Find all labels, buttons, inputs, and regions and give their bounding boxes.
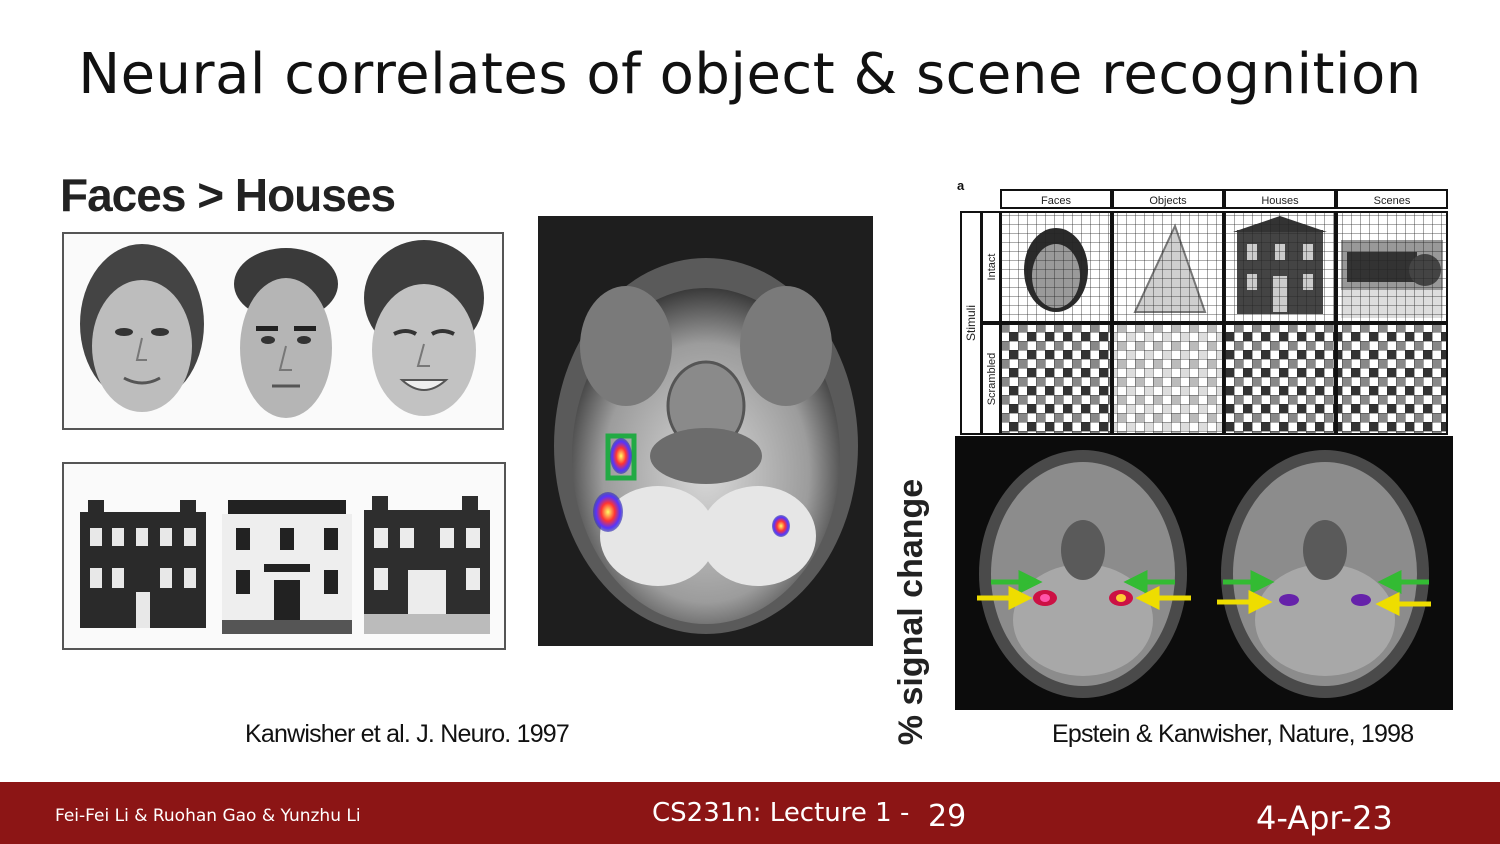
- y-axis-label: % signal change: [892, 478, 930, 746]
- column-header: Houses: [1261, 195, 1299, 207]
- slide-footer: Fei-Fei Li & Ruohan Gao & Yunzhu Li CS23…: [0, 782, 1500, 844]
- row-group-label: Stimuli: [964, 305, 978, 341]
- left-caption: Kanwisher et al. J. Neuro. 1997: [245, 720, 570, 748]
- column-header: Scenes: [1374, 195, 1411, 207]
- column-header: Objects: [1149, 195, 1187, 207]
- houses-panel: [62, 462, 506, 650]
- face-photo: [234, 248, 338, 418]
- epstein-figure: a Faces Objects Houses Scenes Stimuli In…: [955, 170, 1455, 715]
- stimuli-grid: a Faces Objects Houses Scenes Stimuli In…: [955, 178, 1453, 710]
- panel-letter: a: [957, 178, 965, 193]
- house-photo: [364, 496, 490, 634]
- faces-houses-heading: Faces > Houses: [60, 169, 396, 221]
- right-caption: Epstein & Kanwisher, Nature, 1998: [1052, 720, 1414, 748]
- footer-lecture: CS231n: Lecture 1 -: [652, 798, 910, 828]
- row-label: Scrambled: [986, 353, 998, 406]
- face-photo: [364, 240, 484, 416]
- yellow-arrows: [977, 585, 1431, 617]
- y-axis-label-wrap: % signal change: [882, 472, 942, 772]
- houses-photos: [80, 496, 490, 634]
- footer-page-number: 29: [928, 799, 967, 834]
- faces-panel: [62, 232, 504, 430]
- column-header: Faces: [1041, 195, 1071, 207]
- fmri-axial-scan: [538, 216, 873, 646]
- face-photo: [80, 244, 204, 412]
- kanwisher-figure: Faces > Houses: [40, 160, 930, 745]
- row-label: Intact: [986, 254, 998, 281]
- green-arrows: [991, 569, 1429, 595]
- house-photo: [80, 500, 206, 628]
- slide-title: Neural correlates of object & scene reco…: [78, 42, 1422, 107]
- brain-image: [554, 258, 858, 634]
- fmri-coronal-scans: [955, 436, 1453, 710]
- footer-authors: Fei-Fei Li & Ruohan Gao & Yunzhu Li: [55, 806, 361, 826]
- faces-photos: [80, 240, 484, 418]
- house-photo: [222, 500, 352, 634]
- footer-date: 4-Apr-23: [1256, 799, 1393, 837]
